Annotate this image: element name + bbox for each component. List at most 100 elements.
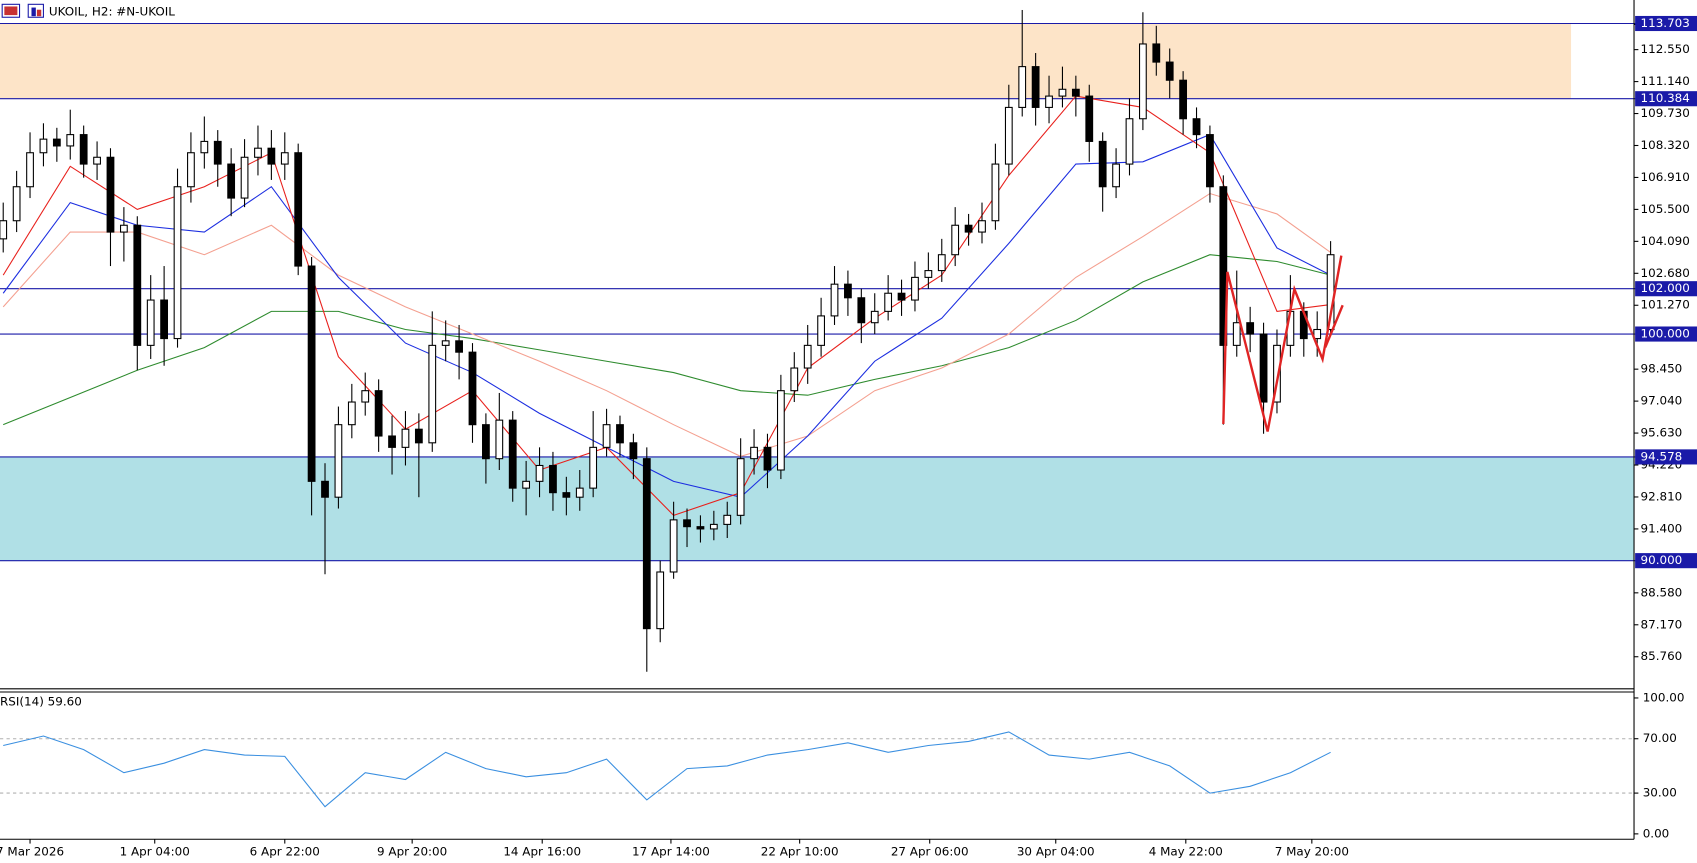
y-tick-label: 97.040 [1641,394,1683,408]
candle-body [200,140,209,154]
candle-body [978,220,986,233]
candle-body [1058,88,1067,97]
candle-body [911,276,919,301]
candle-body [776,390,785,471]
candle-body [629,442,638,460]
candle-body [857,297,866,324]
rsi-line [3,731,1331,808]
candle-body [951,224,960,256]
candle-body [26,152,34,188]
candle-body [267,147,276,165]
rsi-y-tick-label: 70.00 [1643,731,1677,745]
x-tick-label: 7 May 20:00 [1275,845,1349,859]
candle-body [0,220,8,240]
candle-body [482,424,490,460]
rsi-y-tick-label: 30.00 [1643,786,1677,800]
candle-body [146,299,155,346]
candle-body [1045,95,1053,108]
candle-body [616,424,624,444]
y-tick-label: 91.400 [1641,521,1683,535]
candle-body [133,224,142,346]
level-label-box [1635,449,1697,465]
moving-average [2,192,1331,457]
candle-body [495,419,504,460]
candle-body [642,458,651,630]
candle-body [1259,333,1268,403]
candle-body [924,270,933,278]
x-tick-label: 1 Apr 04:00 [120,845,190,859]
candle-body [307,265,316,482]
icon [31,7,36,17]
candle-body [991,163,1000,222]
candle-body [709,523,718,530]
y-tick-label: 105.500 [1641,202,1690,216]
y-tick-label: 95.630 [1641,426,1683,440]
candle-body [750,446,758,460]
candle-body [803,344,812,369]
candle-body [508,419,517,489]
candle-body [1085,95,1094,142]
candle-body [12,186,21,222]
candle-body [870,310,879,324]
level-label: 94.578 [1641,449,1683,463]
candle-body [589,446,598,489]
x-tick-label: 6 Apr 22:00 [250,845,320,859]
level-label-box [1635,91,1697,107]
candle-body [321,480,329,498]
candle-body [254,147,262,158]
candle-body [39,138,48,154]
candle-body [763,446,772,471]
candle-body [844,283,852,299]
y-tick-label: 98.450 [1641,362,1683,376]
x-tick-label: 14 Apr 16:00 [503,845,581,859]
candle-body [1152,43,1161,63]
x-tick-label: 4 May 22:00 [1149,845,1223,859]
icon [4,6,18,16]
level-label-box [1635,281,1697,297]
candle-body [790,367,799,392]
level-label-box [1635,15,1697,32]
level-label-box [1635,326,1697,342]
candle-body [173,186,182,340]
candle-body [669,519,678,573]
candle-body [937,254,946,272]
pattern-line [1222,255,1343,432]
candle-body [1192,118,1201,136]
candle-body [1165,61,1174,81]
candle-body [240,156,249,199]
candle-body [1138,43,1147,120]
y-tick-label: 102.680 [1641,266,1690,280]
candle-body [1313,328,1322,340]
y-tick-label: 106.910 [1641,170,1690,184]
candle-body [736,458,745,516]
candle-body [52,138,61,147]
candle-body [549,464,557,494]
candle-body [602,424,611,448]
level-label: 113.703 [1641,16,1690,30]
x-tick-label: 17 Apr 14:00 [632,845,710,859]
x-tick-label: 27 Apr 06:00 [891,845,969,859]
candle-body [106,156,115,233]
candle-body [723,514,732,525]
y-tick-label: 109.730 [1641,106,1690,120]
pattern-line [1324,304,1344,348]
candle-body [830,283,839,317]
y-tick-label: 92.810 [1641,490,1683,504]
candle-body [1004,106,1013,165]
x-tick-label: 30 Apr 04:00 [1017,845,1095,859]
candle-body [964,224,973,233]
candle-body [1098,140,1107,188]
candle-body [575,487,584,498]
y-tick-label: 108.320 [1641,138,1690,152]
candle-body [93,156,101,165]
y-tick-label: 85.760 [1641,649,1683,663]
moving-average [3,254,1331,426]
zone [0,23,1572,99]
candle-body [1125,118,1134,165]
candle-body [213,140,222,165]
candle-body [696,526,705,530]
candle-body [160,299,169,340]
